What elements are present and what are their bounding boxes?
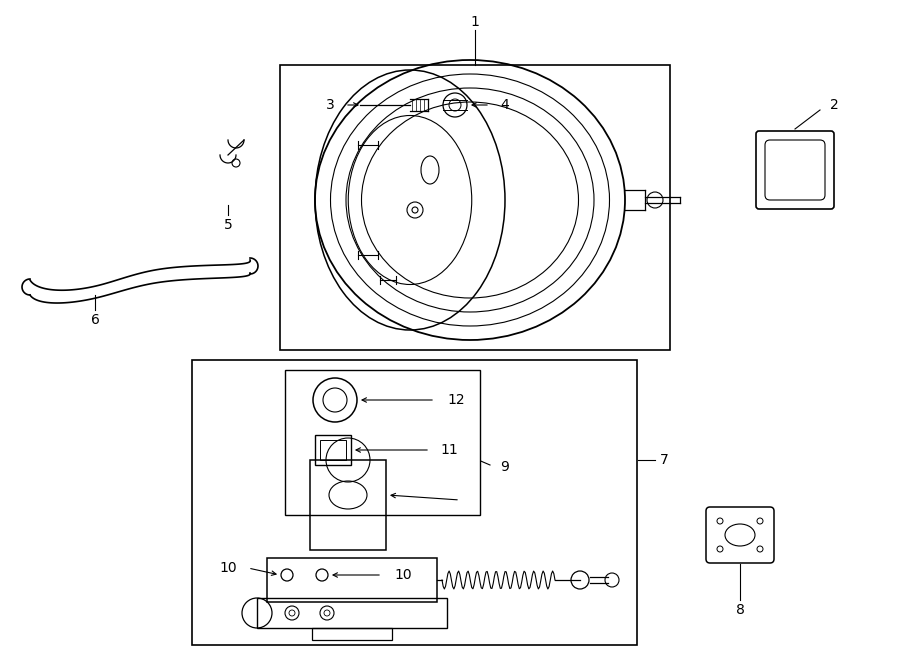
Text: 12: 12 — [447, 393, 464, 407]
Text: 4: 4 — [500, 98, 508, 112]
Bar — [257, 598, 447, 628]
Text: 6: 6 — [91, 313, 99, 327]
Text: 10: 10 — [220, 561, 237, 575]
Text: 10: 10 — [394, 568, 411, 582]
Bar — [285, 370, 480, 515]
Bar — [312, 628, 392, 640]
Text: 3: 3 — [326, 98, 335, 112]
Text: 8: 8 — [735, 603, 744, 617]
Text: 1: 1 — [471, 15, 480, 29]
Bar — [280, 65, 670, 350]
Bar — [310, 460, 386, 550]
Text: 11: 11 — [440, 443, 458, 457]
Bar — [315, 435, 351, 465]
Text: 5: 5 — [223, 218, 232, 232]
Bar — [320, 440, 346, 460]
Text: 9: 9 — [500, 460, 508, 474]
Bar — [267, 558, 437, 602]
Text: 7: 7 — [660, 453, 669, 467]
Text: 2: 2 — [830, 98, 839, 112]
Bar — [192, 360, 637, 645]
